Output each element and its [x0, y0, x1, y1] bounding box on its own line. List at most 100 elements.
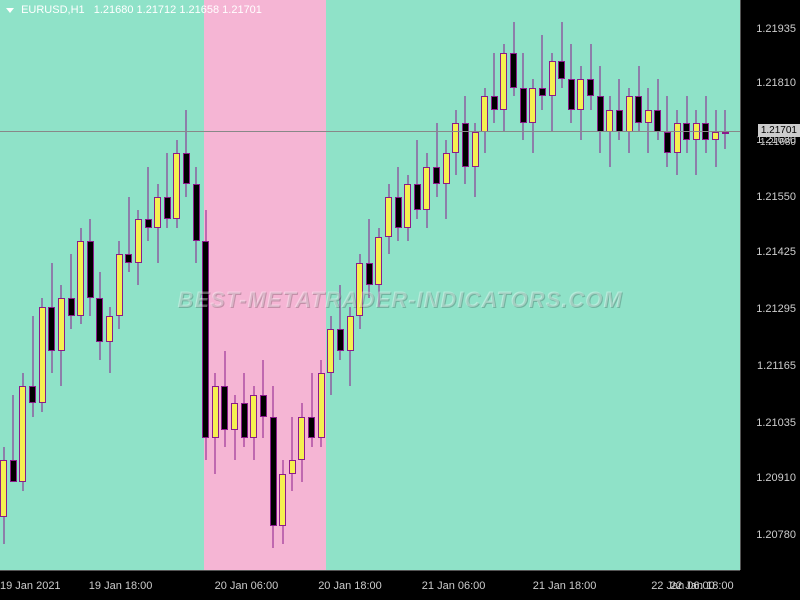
price-tick-label: 1.20780 — [756, 529, 796, 541]
candle[interactable] — [48, 0, 55, 570]
candle[interactable] — [683, 0, 690, 570]
candle[interactable] — [404, 0, 411, 570]
candle[interactable] — [260, 0, 267, 570]
dropdown-icon[interactable] — [6, 8, 14, 13]
candle[interactable] — [385, 0, 392, 570]
candle[interactable] — [231, 0, 238, 570]
candle[interactable] — [289, 0, 296, 570]
candle[interactable] — [491, 0, 498, 570]
candle-body — [549, 61, 556, 96]
candle[interactable] — [395, 0, 402, 570]
candle[interactable] — [145, 0, 152, 570]
candle[interactable] — [154, 0, 161, 570]
candle[interactable] — [635, 0, 642, 570]
candle[interactable] — [433, 0, 440, 570]
candle[interactable] — [77, 0, 84, 570]
candle[interactable] — [19, 0, 26, 570]
candle-wick — [542, 35, 543, 110]
chart-plot-area[interactable] — [0, 0, 740, 570]
candle[interactable] — [135, 0, 142, 570]
candle-body — [452, 123, 459, 154]
candle-body — [356, 263, 363, 316]
candle[interactable] — [308, 0, 315, 570]
candle[interactable] — [549, 0, 556, 570]
price-tick-label: 1.21295 — [756, 303, 796, 315]
candle[interactable] — [568, 0, 575, 570]
candle[interactable] — [298, 0, 305, 570]
candle[interactable] — [558, 0, 565, 570]
candle-body — [635, 96, 642, 122]
candle[interactable] — [337, 0, 344, 570]
candle-body — [58, 298, 65, 351]
candle-body — [241, 403, 248, 438]
candle-body — [443, 153, 450, 184]
candle[interactable] — [39, 0, 46, 570]
candle[interactable] — [500, 0, 507, 570]
candle[interactable] — [510, 0, 517, 570]
candle[interactable] — [318, 0, 325, 570]
candle[interactable] — [664, 0, 671, 570]
candle[interactable] — [58, 0, 65, 570]
candle[interactable] — [472, 0, 479, 570]
candle[interactable] — [443, 0, 450, 570]
candle-body — [260, 395, 267, 417]
candle[interactable] — [366, 0, 373, 570]
candle[interactable] — [10, 0, 17, 570]
candle[interactable] — [193, 0, 200, 570]
candle[interactable] — [702, 0, 709, 570]
candle[interactable] — [68, 0, 75, 570]
time-tick-label: 19 Jan 2021 — [0, 580, 61, 592]
candle-body — [529, 88, 536, 123]
candle[interactable] — [462, 0, 469, 570]
candle[interactable] — [481, 0, 488, 570]
price-tick-label: 1.21550 — [756, 191, 796, 203]
candle[interactable] — [202, 0, 209, 570]
candle[interactable] — [183, 0, 190, 570]
candle[interactable] — [164, 0, 171, 570]
candle[interactable] — [116, 0, 123, 570]
candle-wick — [696, 110, 697, 176]
candle-body — [173, 153, 180, 219]
candle[interactable] — [87, 0, 94, 570]
candle[interactable] — [423, 0, 430, 570]
candle[interactable] — [270, 0, 277, 570]
candle[interactable] — [356, 0, 363, 570]
candle-body — [29, 386, 36, 404]
candle-body — [606, 110, 613, 132]
candle[interactable] — [616, 0, 623, 570]
candle[interactable] — [587, 0, 594, 570]
candle[interactable] — [279, 0, 286, 570]
candle[interactable] — [654, 0, 661, 570]
time-tick-label: 20 Jan 18:00 — [318, 580, 382, 592]
candle[interactable] — [347, 0, 354, 570]
candle-body — [135, 219, 142, 263]
candle[interactable] — [375, 0, 382, 570]
candle[interactable] — [241, 0, 248, 570]
candle[interactable] — [96, 0, 103, 570]
candle[interactable] — [106, 0, 113, 570]
candle[interactable] — [327, 0, 334, 570]
candle[interactable] — [712, 0, 719, 570]
candle[interactable] — [212, 0, 219, 570]
candle[interactable] — [722, 0, 729, 570]
candle[interactable] — [606, 0, 613, 570]
candle[interactable] — [597, 0, 604, 570]
candle-body — [116, 254, 123, 315]
candle[interactable] — [626, 0, 633, 570]
candle[interactable] — [577, 0, 584, 570]
candle[interactable] — [693, 0, 700, 570]
candle[interactable] — [29, 0, 36, 570]
candle[interactable] — [173, 0, 180, 570]
candle[interactable] — [529, 0, 536, 570]
candle[interactable] — [250, 0, 257, 570]
candle[interactable] — [674, 0, 681, 570]
candle[interactable] — [414, 0, 421, 570]
candle[interactable] — [221, 0, 228, 570]
candle[interactable] — [645, 0, 652, 570]
candle[interactable] — [452, 0, 459, 570]
candle[interactable] — [539, 0, 546, 570]
candle[interactable] — [0, 0, 7, 570]
candle-body — [19, 386, 26, 482]
candle[interactable] — [125, 0, 132, 570]
candle[interactable] — [520, 0, 527, 570]
